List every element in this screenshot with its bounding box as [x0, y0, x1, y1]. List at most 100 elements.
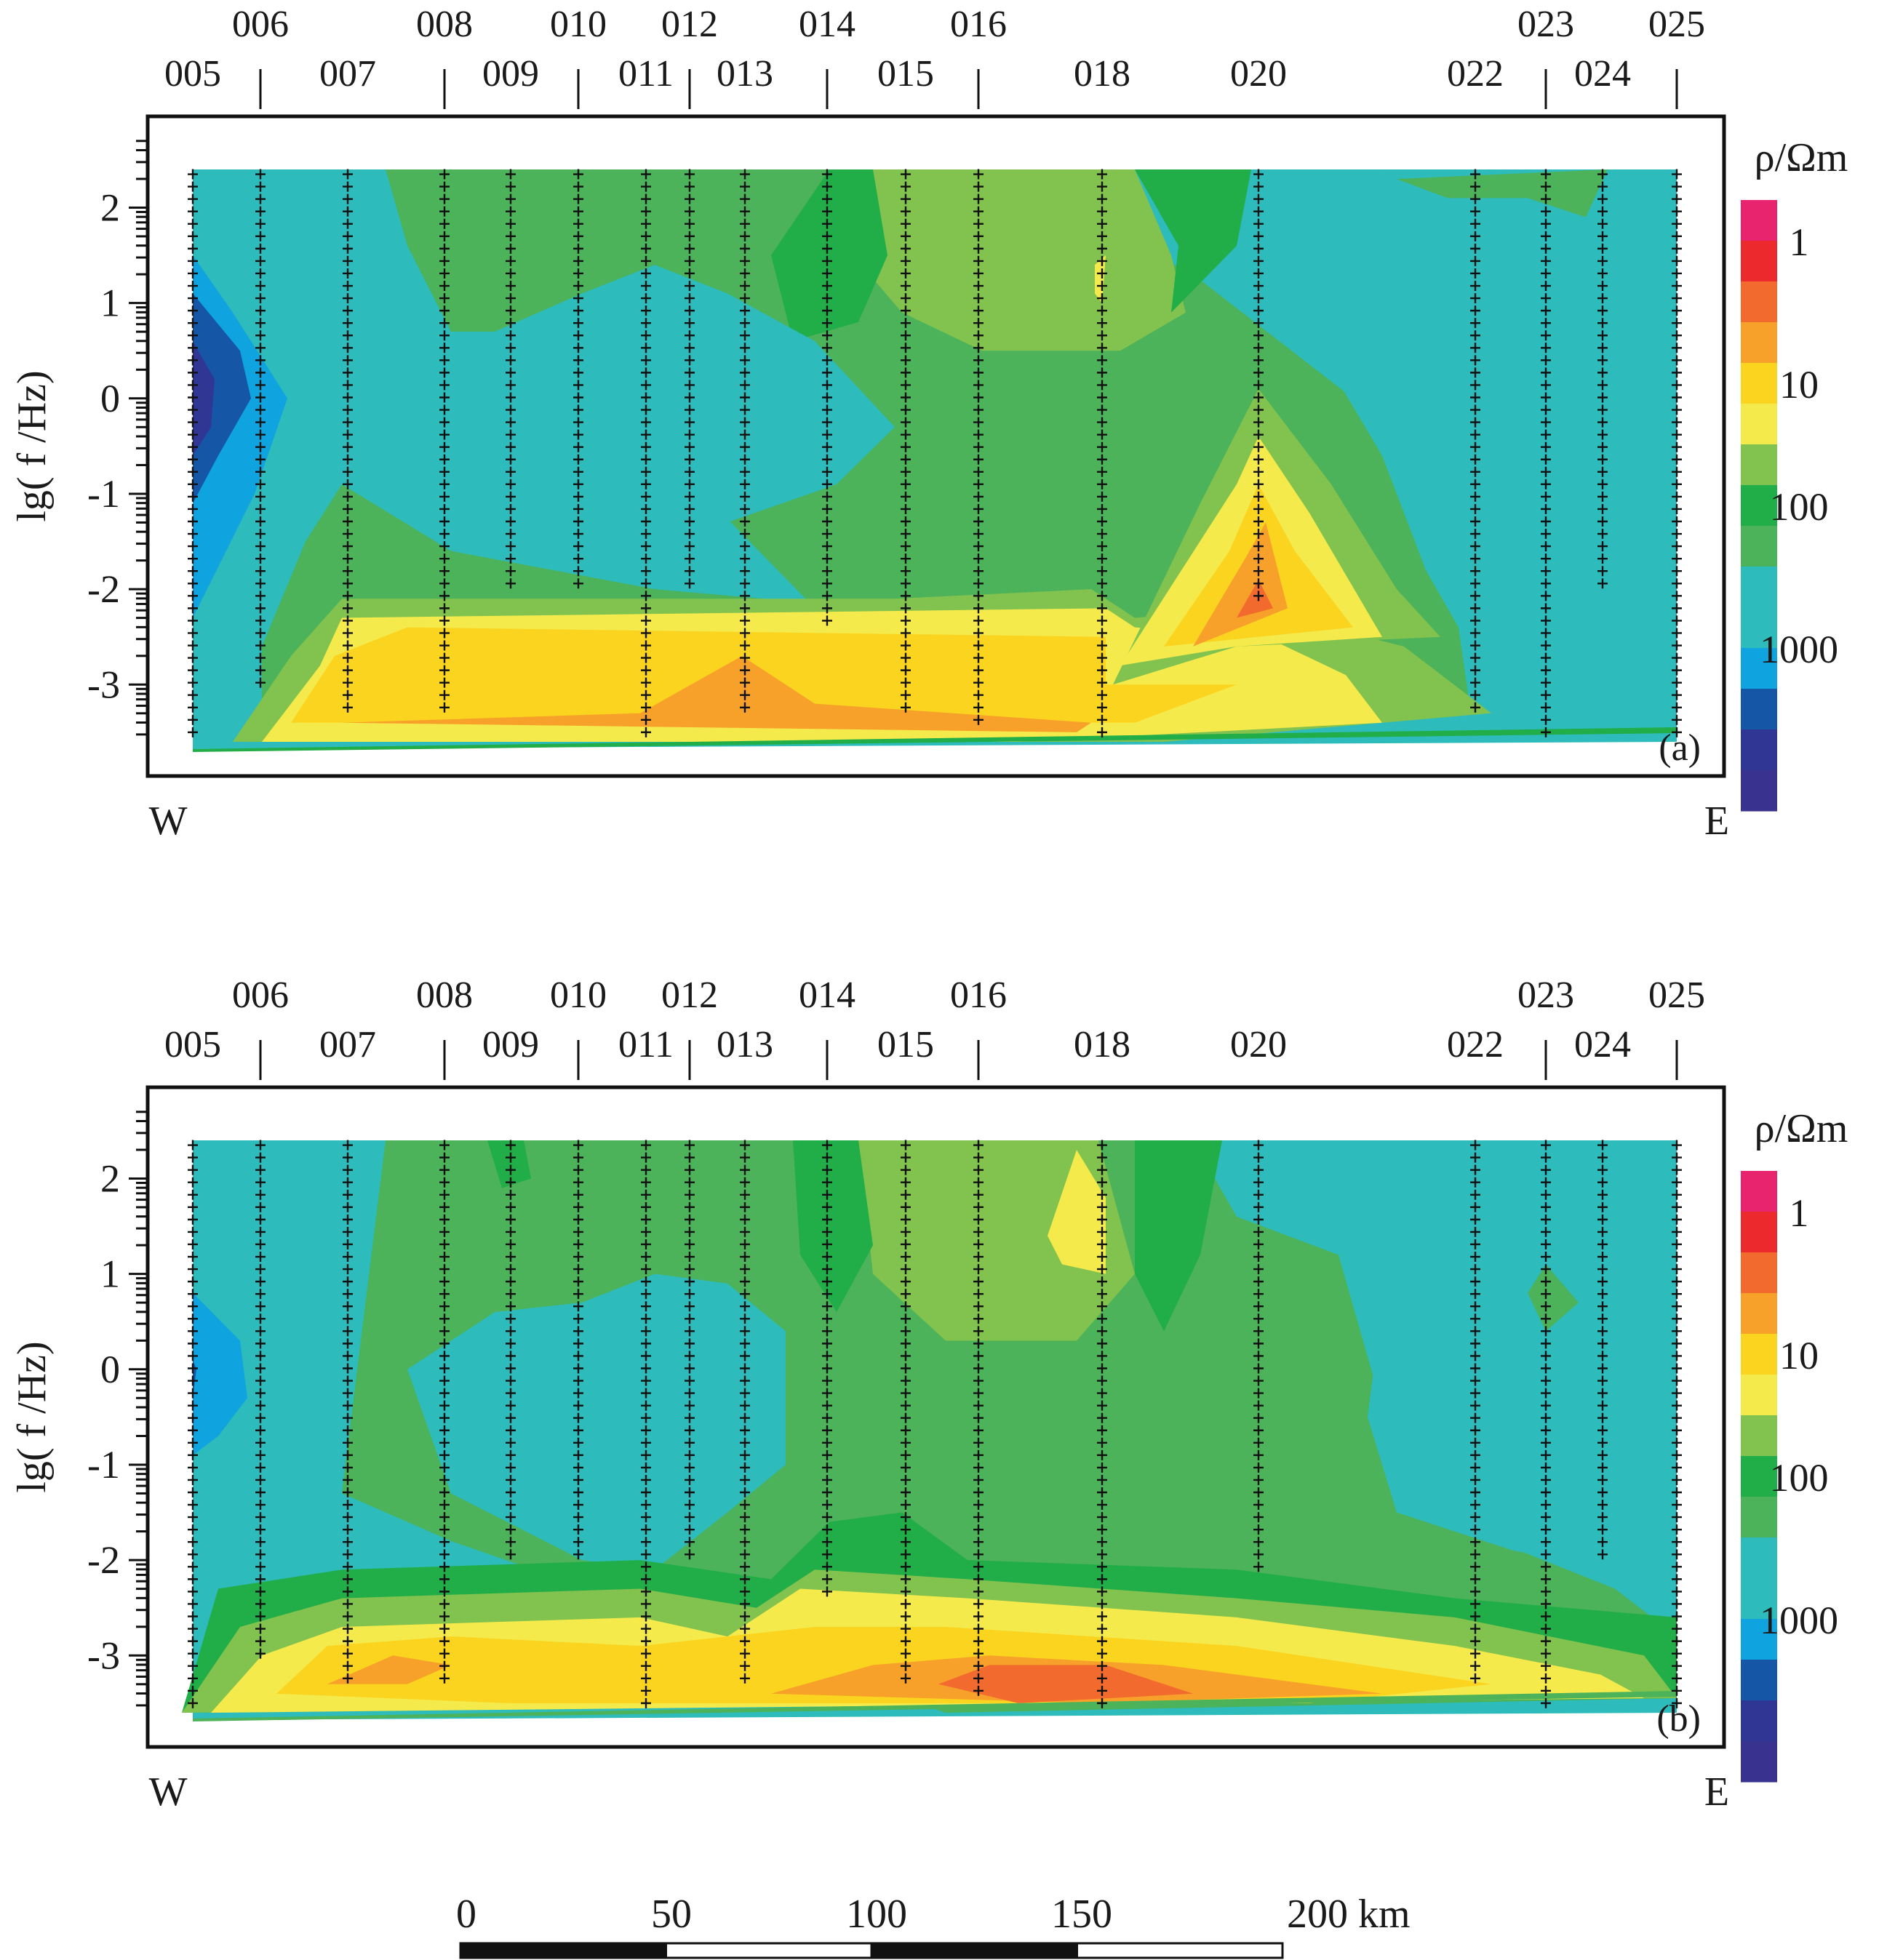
station-marker	[1470, 380, 1480, 391]
station-marker	[641, 702, 651, 713]
station-marker	[685, 1474, 695, 1485]
station-marker	[1253, 1177, 1264, 1188]
station-marker	[901, 1276, 911, 1287]
station-marker	[573, 318, 583, 329]
station-marker	[188, 1289, 198, 1300]
colorbar-swatch	[1741, 729, 1777, 771]
station-marker	[822, 1363, 832, 1374]
scale-bar-segment	[459, 1942, 667, 1959]
y-tick-label: -1	[87, 472, 120, 516]
station-marker	[1470, 1388, 1480, 1399]
station-marker	[188, 1177, 198, 1188]
station-marker	[343, 1487, 353, 1497]
station-marker	[343, 318, 353, 329]
station-marker	[1253, 1164, 1264, 1175]
station-marker	[1541, 1400, 1551, 1411]
station-marker	[641, 1152, 651, 1163]
station-marker	[1253, 578, 1264, 589]
station-marker	[1672, 1289, 1682, 1300]
station-marker	[973, 1301, 984, 1312]
station-marker	[1253, 1264, 1264, 1275]
station-marker	[1541, 677, 1551, 688]
station-marker	[973, 181, 984, 192]
station-marker	[1097, 1164, 1107, 1175]
station-marker	[188, 714, 198, 725]
station-label: 025	[1648, 4, 1705, 45]
station-marker	[1597, 293, 1608, 304]
station-marker	[1097, 367, 1107, 378]
station-marker	[1253, 193, 1264, 204]
station-marker	[1672, 1623, 1682, 1634]
station-marker	[1597, 1524, 1608, 1535]
colorbar-swatch	[1741, 567, 1777, 608]
station-marker	[439, 1189, 450, 1200]
station-marker	[973, 1449, 984, 1460]
station-label: 012	[661, 4, 718, 45]
station-marker	[1470, 1152, 1480, 1163]
east-label: E	[1704, 1769, 1729, 1815]
station-marker	[1097, 429, 1107, 440]
station-marker	[641, 1611, 651, 1622]
station-marker	[641, 441, 651, 452]
station-marker	[822, 1437, 832, 1448]
panel-b: 210-1-2-3lg( f /Hz)005006007008009010011…	[9, 975, 1848, 1815]
station-marker	[822, 169, 832, 180]
station-marker	[439, 1636, 450, 1647]
station-marker	[1541, 343, 1551, 353]
station-marker	[973, 392, 984, 403]
station-marker	[641, 1214, 651, 1225]
station-marker	[573, 466, 583, 477]
station-marker	[1470, 1326, 1480, 1337]
colorbar-swatch	[1741, 404, 1777, 445]
station-marker	[1672, 1264, 1682, 1275]
station-marker	[901, 1586, 911, 1597]
station-marker	[1541, 516, 1551, 527]
station-marker	[822, 1313, 832, 1324]
station-marker	[740, 1338, 750, 1349]
station-marker	[1470, 603, 1480, 614]
colorbar-swatch	[1741, 200, 1777, 241]
station-marker	[343, 1164, 353, 1175]
station-marker	[1597, 1338, 1608, 1349]
station-marker	[685, 231, 695, 241]
station-marker	[573, 1388, 583, 1399]
station-marker	[188, 243, 198, 254]
station-marker	[1470, 1189, 1480, 1200]
station-marker	[1597, 1412, 1608, 1423]
station-marker	[740, 181, 750, 192]
station-marker	[740, 503, 750, 514]
station-marker	[188, 355, 198, 366]
station-marker	[1672, 1400, 1682, 1411]
station-marker	[1597, 578, 1608, 589]
station-marker	[1597, 1363, 1608, 1374]
station-marker	[343, 293, 353, 304]
station-marker	[439, 454, 450, 465]
station-marker	[255, 1574, 266, 1585]
station-marker	[1672, 231, 1682, 241]
station-marker	[740, 1140, 750, 1151]
station-marker	[740, 243, 750, 254]
colorbar-swatch	[1741, 363, 1777, 404]
station-marker	[1253, 293, 1264, 304]
station-marker	[641, 355, 651, 366]
station-marker	[973, 255, 984, 266]
station-marker	[641, 529, 651, 540]
station-marker	[1541, 491, 1551, 502]
station-marker	[1253, 553, 1264, 564]
station-marker	[1470, 1289, 1480, 1300]
station-marker	[685, 1252, 695, 1263]
station-marker	[1597, 491, 1608, 502]
station-marker	[1097, 1586, 1107, 1597]
station-marker	[973, 1252, 984, 1263]
station-marker	[740, 404, 750, 415]
station-marker	[1097, 218, 1107, 229]
station-marker	[1672, 1189, 1682, 1200]
station-marker	[1672, 169, 1682, 180]
station-marker	[1097, 1375, 1107, 1386]
station-marker	[973, 516, 984, 527]
station-marker	[255, 1412, 266, 1423]
station-marker	[343, 689, 353, 700]
station-marker	[439, 231, 450, 241]
station-marker	[439, 702, 450, 713]
station-marker	[641, 1685, 651, 1696]
